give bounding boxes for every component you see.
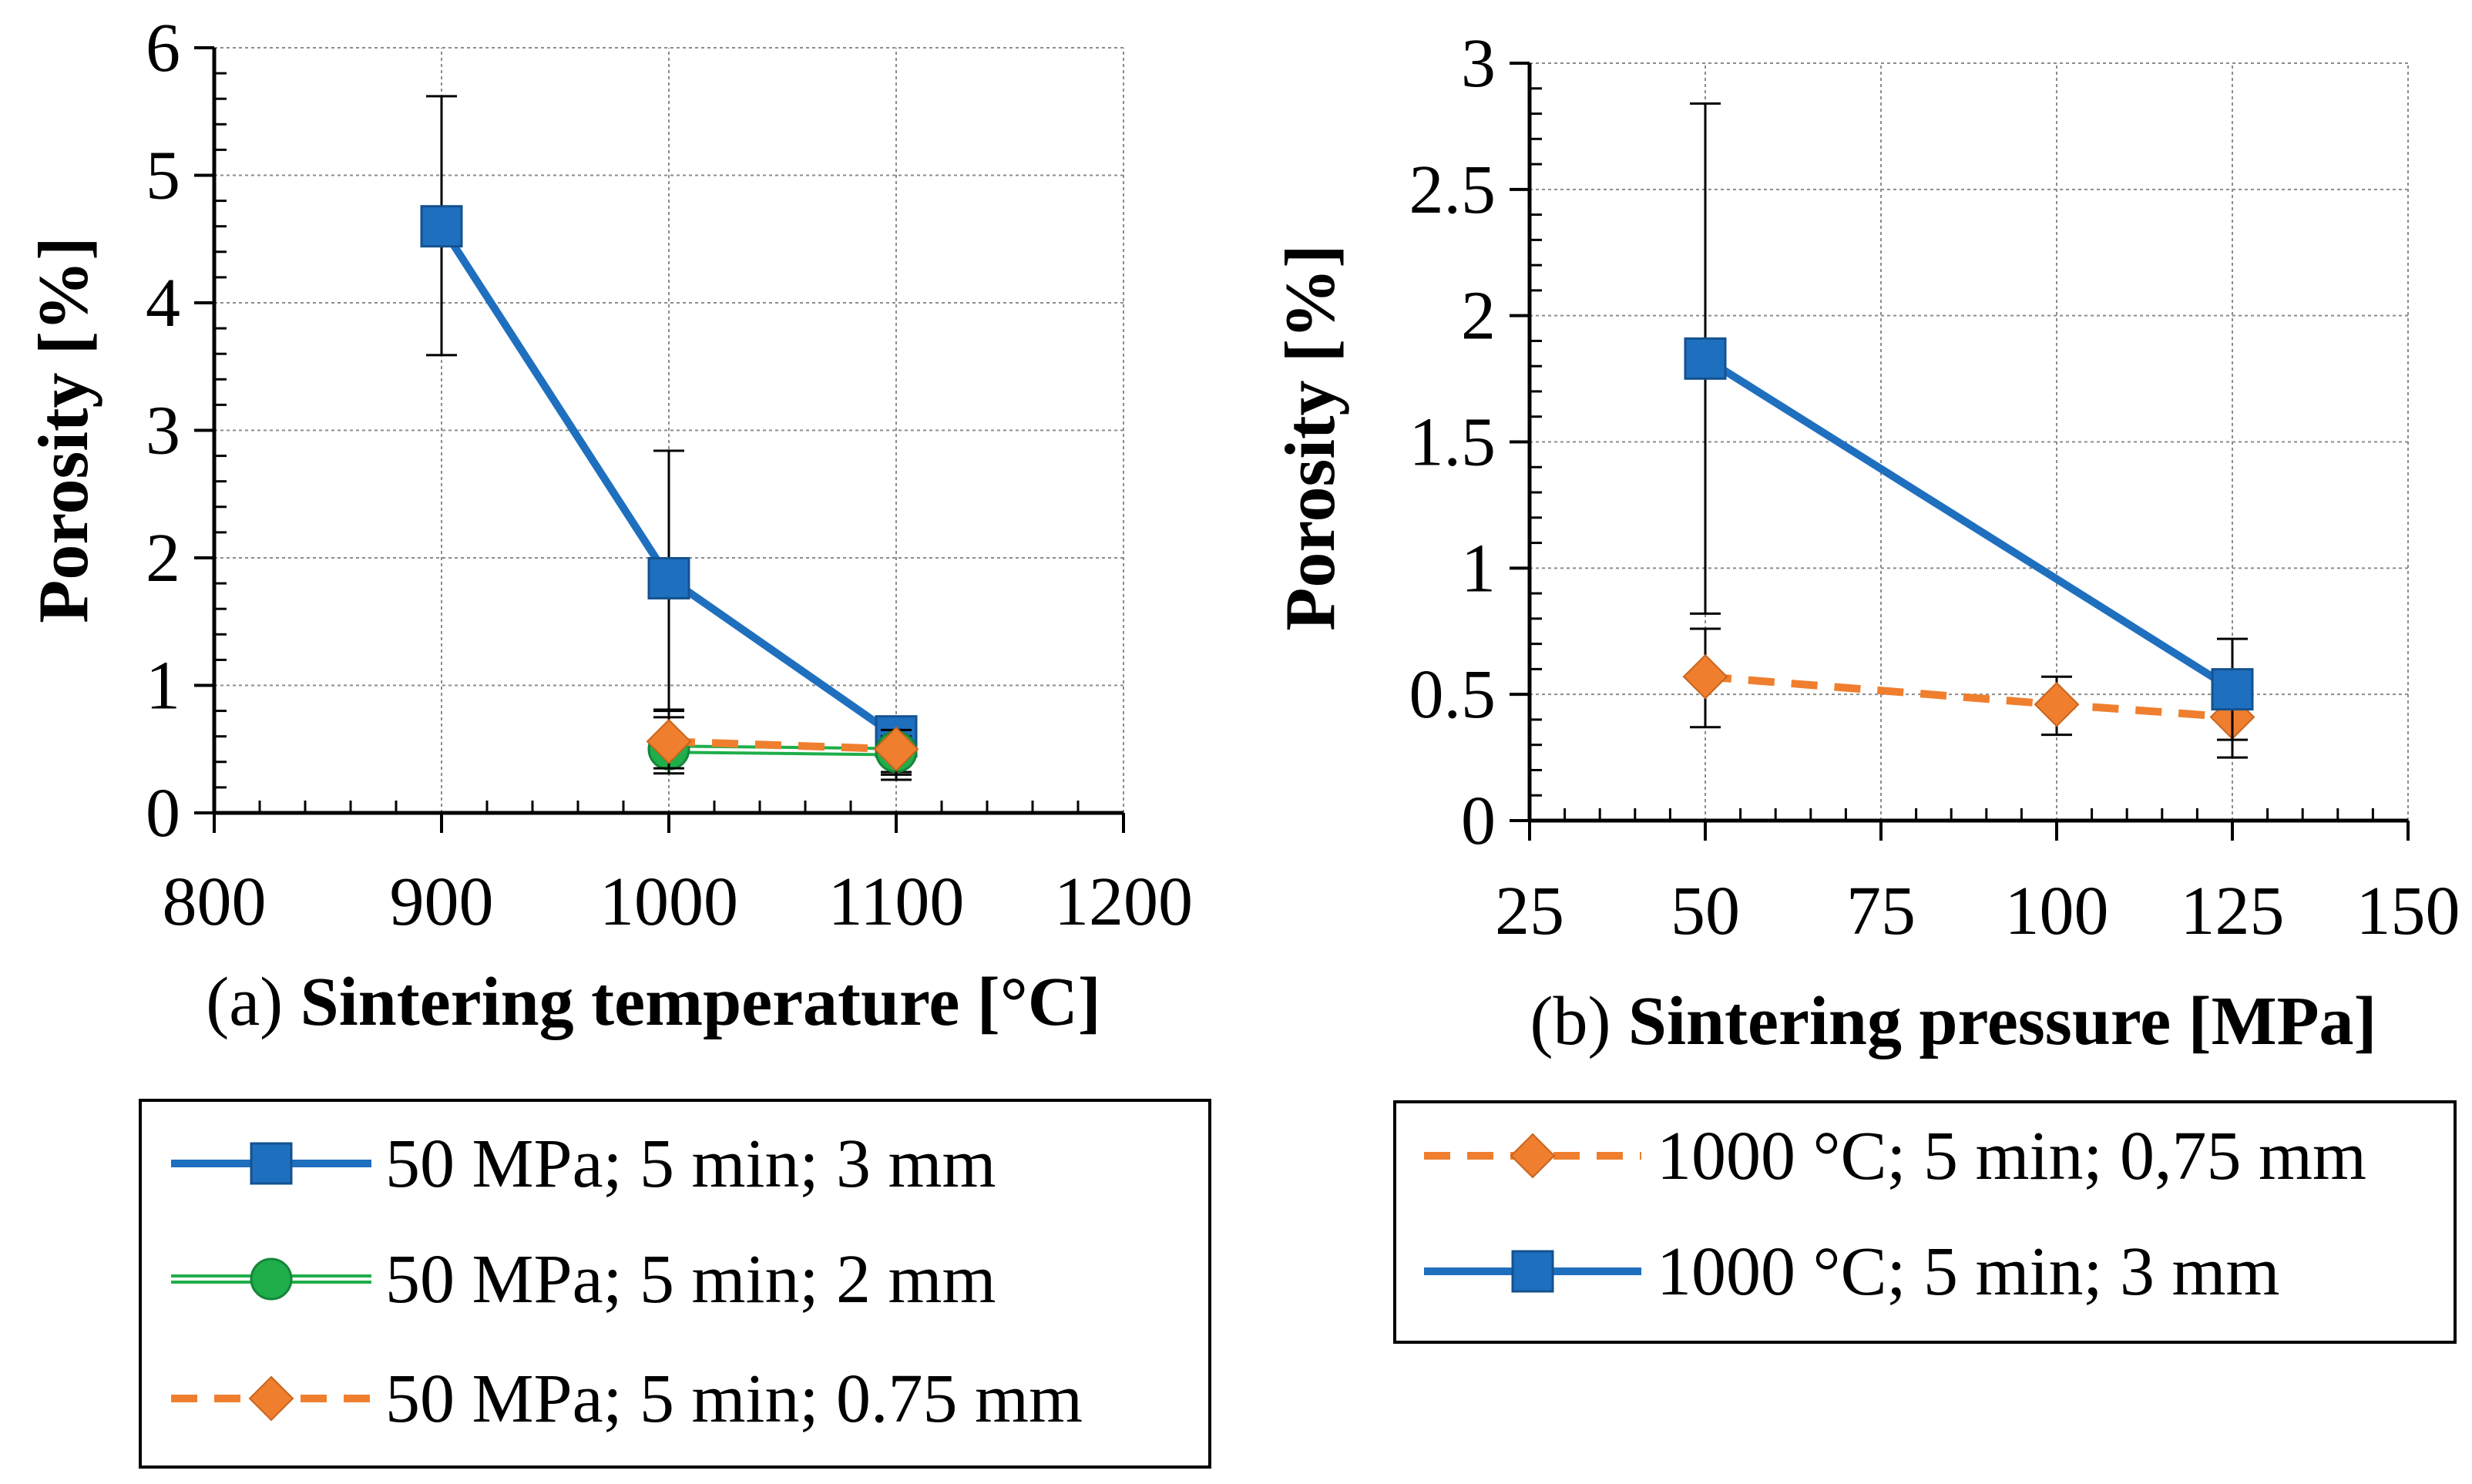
y-tick-label: 2	[146, 520, 180, 596]
data-point	[646, 718, 692, 764]
panel-label: (a)	[206, 964, 300, 1040]
x-axis-title-text: Sintering pressure [MPa]	[1628, 983, 2377, 1059]
y-tick-label: 4	[146, 265, 180, 341]
y-tick-label: 0.5	[1409, 656, 1496, 733]
x-tick-label: 900	[390, 864, 494, 940]
legend-label: 1000 °C; 5 min; 0,75 mm	[1657, 1118, 2366, 1194]
data-point	[647, 556, 690, 599]
data-point	[2211, 668, 2254, 711]
y-tick-label: 1.5	[1409, 405, 1496, 481]
series-2	[1684, 102, 2254, 741]
data-point	[420, 205, 463, 248]
y-tick-label: 1	[1461, 530, 1496, 606]
x-tick-label: 150	[2356, 873, 2460, 949]
x-axis-title-text: Sintering temperature [°C]	[301, 964, 1101, 1040]
x-tick-label: 125	[2181, 873, 2285, 949]
legend-entry: 1000 °C; 5 min; 0,75 mm	[1424, 1118, 2366, 1194]
data-point	[1684, 337, 1727, 380]
x-tick-label: 100	[2005, 873, 2109, 949]
x-tick-label: 50	[1671, 873, 1740, 949]
legend-entry: 1000 °C; 5 min; 3 mm	[1424, 1234, 2280, 1310]
legend-label: 1000 °C; 5 min; 3 mm	[1657, 1234, 2280, 1310]
data-point	[2034, 681, 2080, 727]
series-line	[1703, 355, 2235, 693]
series-3	[646, 710, 919, 776]
legend-marker	[1510, 1133, 1556, 1179]
panel-label: (b)	[1530, 983, 1627, 1059]
x-axis-title: (b) Sintering pressure [MPa]	[1530, 983, 2376, 1059]
y-tick-label: 3	[146, 393, 180, 469]
y-tick-label: 0	[146, 775, 180, 851]
legend: 50 MPa; 5 min; 3 mm 50 MPa; 5 min; 2 mm 50…	[139, 1099, 1211, 1469]
x-tick-label: 75	[1846, 873, 1916, 949]
y-axis-title: Porosity [%]	[1271, 244, 1349, 631]
series-line	[1705, 673, 2233, 721]
legend-marker	[248, 1375, 294, 1422]
x-tick-label: 1200	[1054, 864, 1193, 940]
gridlines	[1530, 62, 2409, 821]
y-tick-label: 5	[146, 138, 180, 214]
legend-marker	[1511, 1250, 1554, 1293]
data-point	[1682, 653, 1728, 700]
y-tick-label: 6	[146, 10, 180, 86]
data-point	[873, 726, 919, 772]
legend-marker	[250, 1257, 293, 1301]
axes: 800 900 1000 1100 1200 0 1 2 3 4 5 6	[146, 10, 1193, 940]
chart-panel-b: 25 50 75 100 125 150 0 0.5 1 1.5 2 2.5 3 Porosity [%]…	[1271, 25, 2460, 1344]
legend-entry: 50 MPa; 5 min; 0.75 mm	[171, 1361, 1083, 1437]
x-axis-title: (a) Sintering temperature [°C]	[206, 964, 1100, 1040]
x-tick-label: 800	[163, 864, 267, 940]
legend-label: 50 MPa; 5 min; 3 mm	[385, 1126, 996, 1202]
legend-label: 50 MPa; 5 min; 2 mm	[385, 1241, 996, 1318]
chart-panel-a: 800 900 1000 1100 1200 0 1 2 3 4 5 6 Porosity [%] (a)…	[24, 10, 1211, 1469]
axes: 25 50 75 100 125 150 0 0.5 1 1.5 2 2.5 3	[1409, 25, 2460, 949]
legend-box	[1393, 1100, 2457, 1344]
y-tick-label: 2.5	[1409, 152, 1496, 228]
x-tick-label: 1100	[828, 864, 965, 940]
y-tick-label: 1	[146, 648, 180, 724]
legend: 1000 °C; 5 min; 0,75 mm 1000 °C; 5 min; 3…	[1393, 1100, 2457, 1344]
y-axis-title: Porosity [%]	[24, 237, 102, 623]
x-tick-label: 25	[1495, 873, 1564, 949]
legend-entry: 50 MPa; 5 min; 3 mm	[171, 1126, 996, 1202]
y-tick-label: 2	[1461, 278, 1496, 354]
x-tick-label: 1000	[600, 864, 738, 940]
legend-entry: 50 MPa; 5 min; 2 mm	[171, 1241, 996, 1318]
legend-marker	[250, 1142, 293, 1185]
y-tick-label: 0	[1461, 783, 1496, 859]
legend-label: 50 MPa; 5 min; 0.75 mm	[385, 1361, 1083, 1437]
y-tick-label: 3	[1461, 25, 1496, 102]
series-line	[668, 737, 897, 754]
